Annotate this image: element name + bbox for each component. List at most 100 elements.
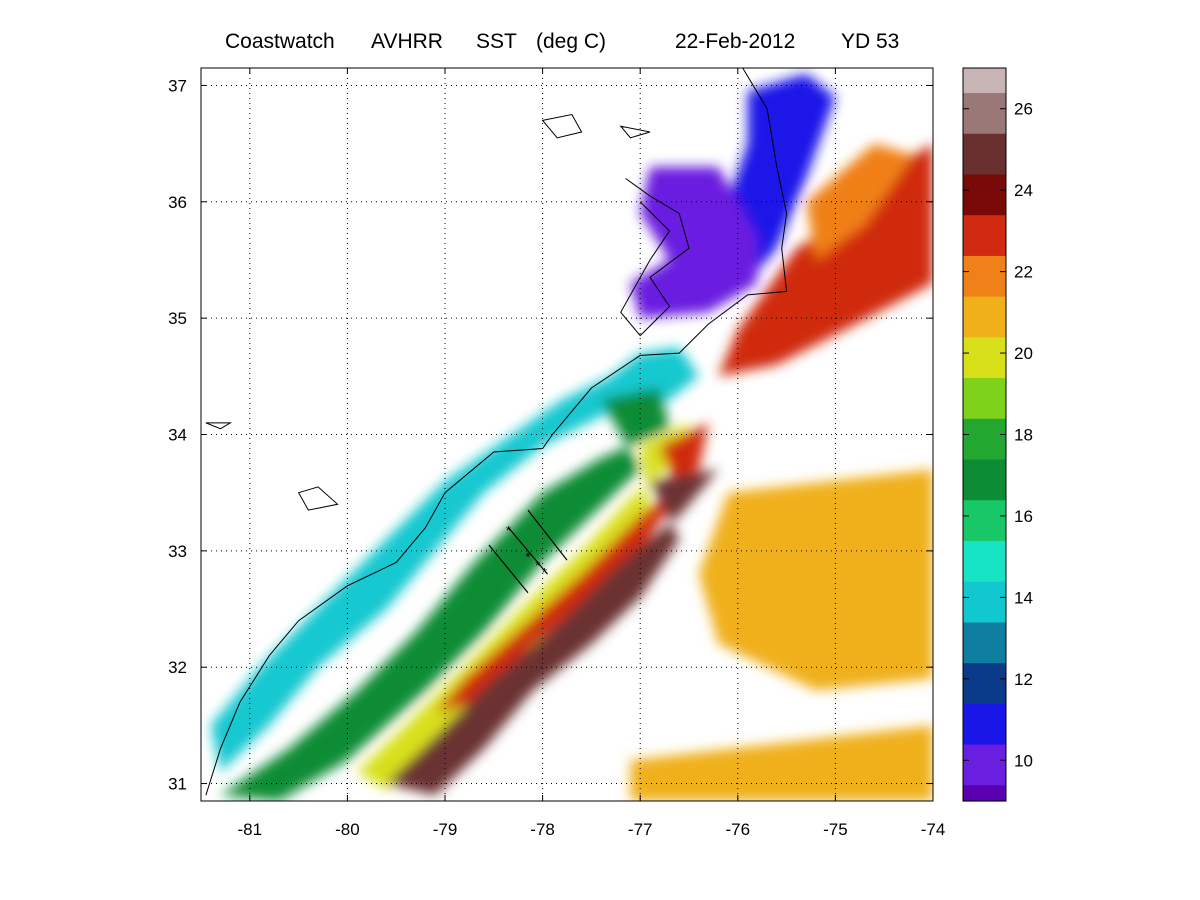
colorbar-step xyxy=(963,361,1006,370)
lon-tick-label: -79 xyxy=(433,820,458,839)
colorbar-tick-label: 16 xyxy=(1014,507,1033,526)
colorbar-step xyxy=(963,597,1006,607)
sst-region-offshore-patches-east xyxy=(698,469,933,691)
colorbar-step xyxy=(963,206,1006,216)
colorbar-step xyxy=(963,678,1006,688)
colorbar-step xyxy=(963,532,1006,541)
colorbar-step xyxy=(963,385,1006,395)
colorbar-step xyxy=(963,638,1006,647)
colorbar-step xyxy=(963,198,1006,208)
colorbar-step xyxy=(963,271,1006,281)
colorbar-step xyxy=(963,125,1006,134)
lon-tick-label: -81 xyxy=(238,820,263,839)
colorbar-step xyxy=(963,214,1006,224)
colorbar-tick-label: 26 xyxy=(1014,100,1033,119)
inland-water-2 xyxy=(297,486,339,511)
transect-layer: *** * xyxy=(488,509,568,594)
sst-region-gulf-stream-offshore xyxy=(386,469,719,796)
colorbar-step xyxy=(963,247,1006,256)
colorbar-step xyxy=(963,434,1006,444)
colorbar-step xyxy=(963,410,1006,419)
colorbar-step xyxy=(963,328,1006,338)
colorbar-step xyxy=(963,377,1006,387)
colorbar-step xyxy=(963,344,1006,354)
colorbar-step xyxy=(963,149,1006,159)
colorbar-step xyxy=(963,719,1006,729)
colorbar-step xyxy=(963,182,1006,191)
colorbar-step xyxy=(963,760,1006,770)
sst-region-cold-mid-shelf xyxy=(210,347,699,772)
colorbar-step xyxy=(963,743,1006,753)
inland-water-0 xyxy=(541,113,583,139)
colorbar-step xyxy=(963,312,1006,322)
colorbar-step xyxy=(963,654,1006,664)
colorbar-step xyxy=(963,564,1006,574)
title-sensor: AVHRR xyxy=(371,30,443,53)
colorbar-step xyxy=(963,336,1006,346)
inland-water-1 xyxy=(619,125,651,139)
colorbar-step xyxy=(963,581,1006,590)
lon-tick-label: -75 xyxy=(823,820,848,839)
sst-region-cape-hatteras-cold-shelf xyxy=(659,73,836,307)
sound-coastline xyxy=(620,178,690,337)
title-variable: SST xyxy=(476,30,517,53)
sst-region-offshore-patches-south xyxy=(630,725,933,801)
colorbar-step xyxy=(963,68,1006,77)
colorbar-frame xyxy=(962,67,1007,802)
title-product: Coastwatch xyxy=(225,30,335,53)
coastline-layer xyxy=(205,68,788,796)
transect-line xyxy=(527,509,568,561)
colorbar-tick-label: 14 xyxy=(1014,588,1033,607)
colorbar-step xyxy=(963,735,1006,745)
colorbar-step xyxy=(963,752,1006,761)
colorbar-step xyxy=(963,524,1006,533)
colorbar-step xyxy=(963,467,1006,476)
transect-line xyxy=(507,527,548,575)
colorbar-step xyxy=(963,279,1006,289)
colorbar-step xyxy=(963,540,1006,550)
colorbar-tick-label: 18 xyxy=(1014,426,1033,445)
colorbar-step xyxy=(963,784,1006,794)
colorbar-step xyxy=(963,491,1006,501)
lat-tick-label: 33 xyxy=(168,542,187,561)
colorbar-step xyxy=(963,100,1006,110)
colorbar-step xyxy=(963,458,1006,468)
lon-tick-label: -78 xyxy=(530,820,555,839)
colorbar-step xyxy=(963,475,1006,484)
colorbar-step xyxy=(963,792,1006,802)
colorbar-step xyxy=(963,727,1006,737)
colorbar-step xyxy=(963,499,1006,509)
colorbar-step xyxy=(963,572,1006,582)
lat-tick-label: 35 xyxy=(168,309,187,328)
colorbar-step xyxy=(963,393,1006,403)
inland-water-3 xyxy=(205,422,233,430)
sst-region-green-transition xyxy=(220,388,670,801)
colorbar-tick-label: 10 xyxy=(1014,751,1033,770)
colorbar-step xyxy=(963,141,1006,151)
lat-tick-label: 36 xyxy=(168,193,187,212)
colorbar-step xyxy=(963,662,1006,672)
colorbar-step xyxy=(963,190,1006,199)
colorbar-step xyxy=(963,589,1006,598)
colorbar-step xyxy=(963,776,1006,786)
lon-tick-label: -77 xyxy=(628,820,653,839)
colorbar-step xyxy=(963,548,1006,558)
sst-region-filament-warm xyxy=(806,143,914,260)
lat-tick-label: 32 xyxy=(168,658,187,677)
colorbar: 10 12 14 16 18 20 22 24 26 xyxy=(962,67,1033,802)
coastline xyxy=(205,68,788,796)
colorbar-step xyxy=(963,442,1006,452)
colorbar-step xyxy=(963,255,1006,265)
colorbar-step xyxy=(963,605,1006,615)
colorbar-step xyxy=(963,646,1006,655)
title-units: (deg C) xyxy=(536,30,607,53)
colorbar-ticks: 10 12 14 16 18 20 22 24 26 xyxy=(963,100,1033,770)
colorbar-step xyxy=(963,230,1006,240)
colorbar-tick-label: 20 xyxy=(1014,344,1033,363)
colorbar-step xyxy=(963,116,1006,126)
station-marker: * xyxy=(525,550,530,565)
colorbar-ramp xyxy=(963,68,1006,802)
lon-tick-label: -74 xyxy=(921,820,946,839)
sst-region-yellow-front xyxy=(357,422,689,790)
